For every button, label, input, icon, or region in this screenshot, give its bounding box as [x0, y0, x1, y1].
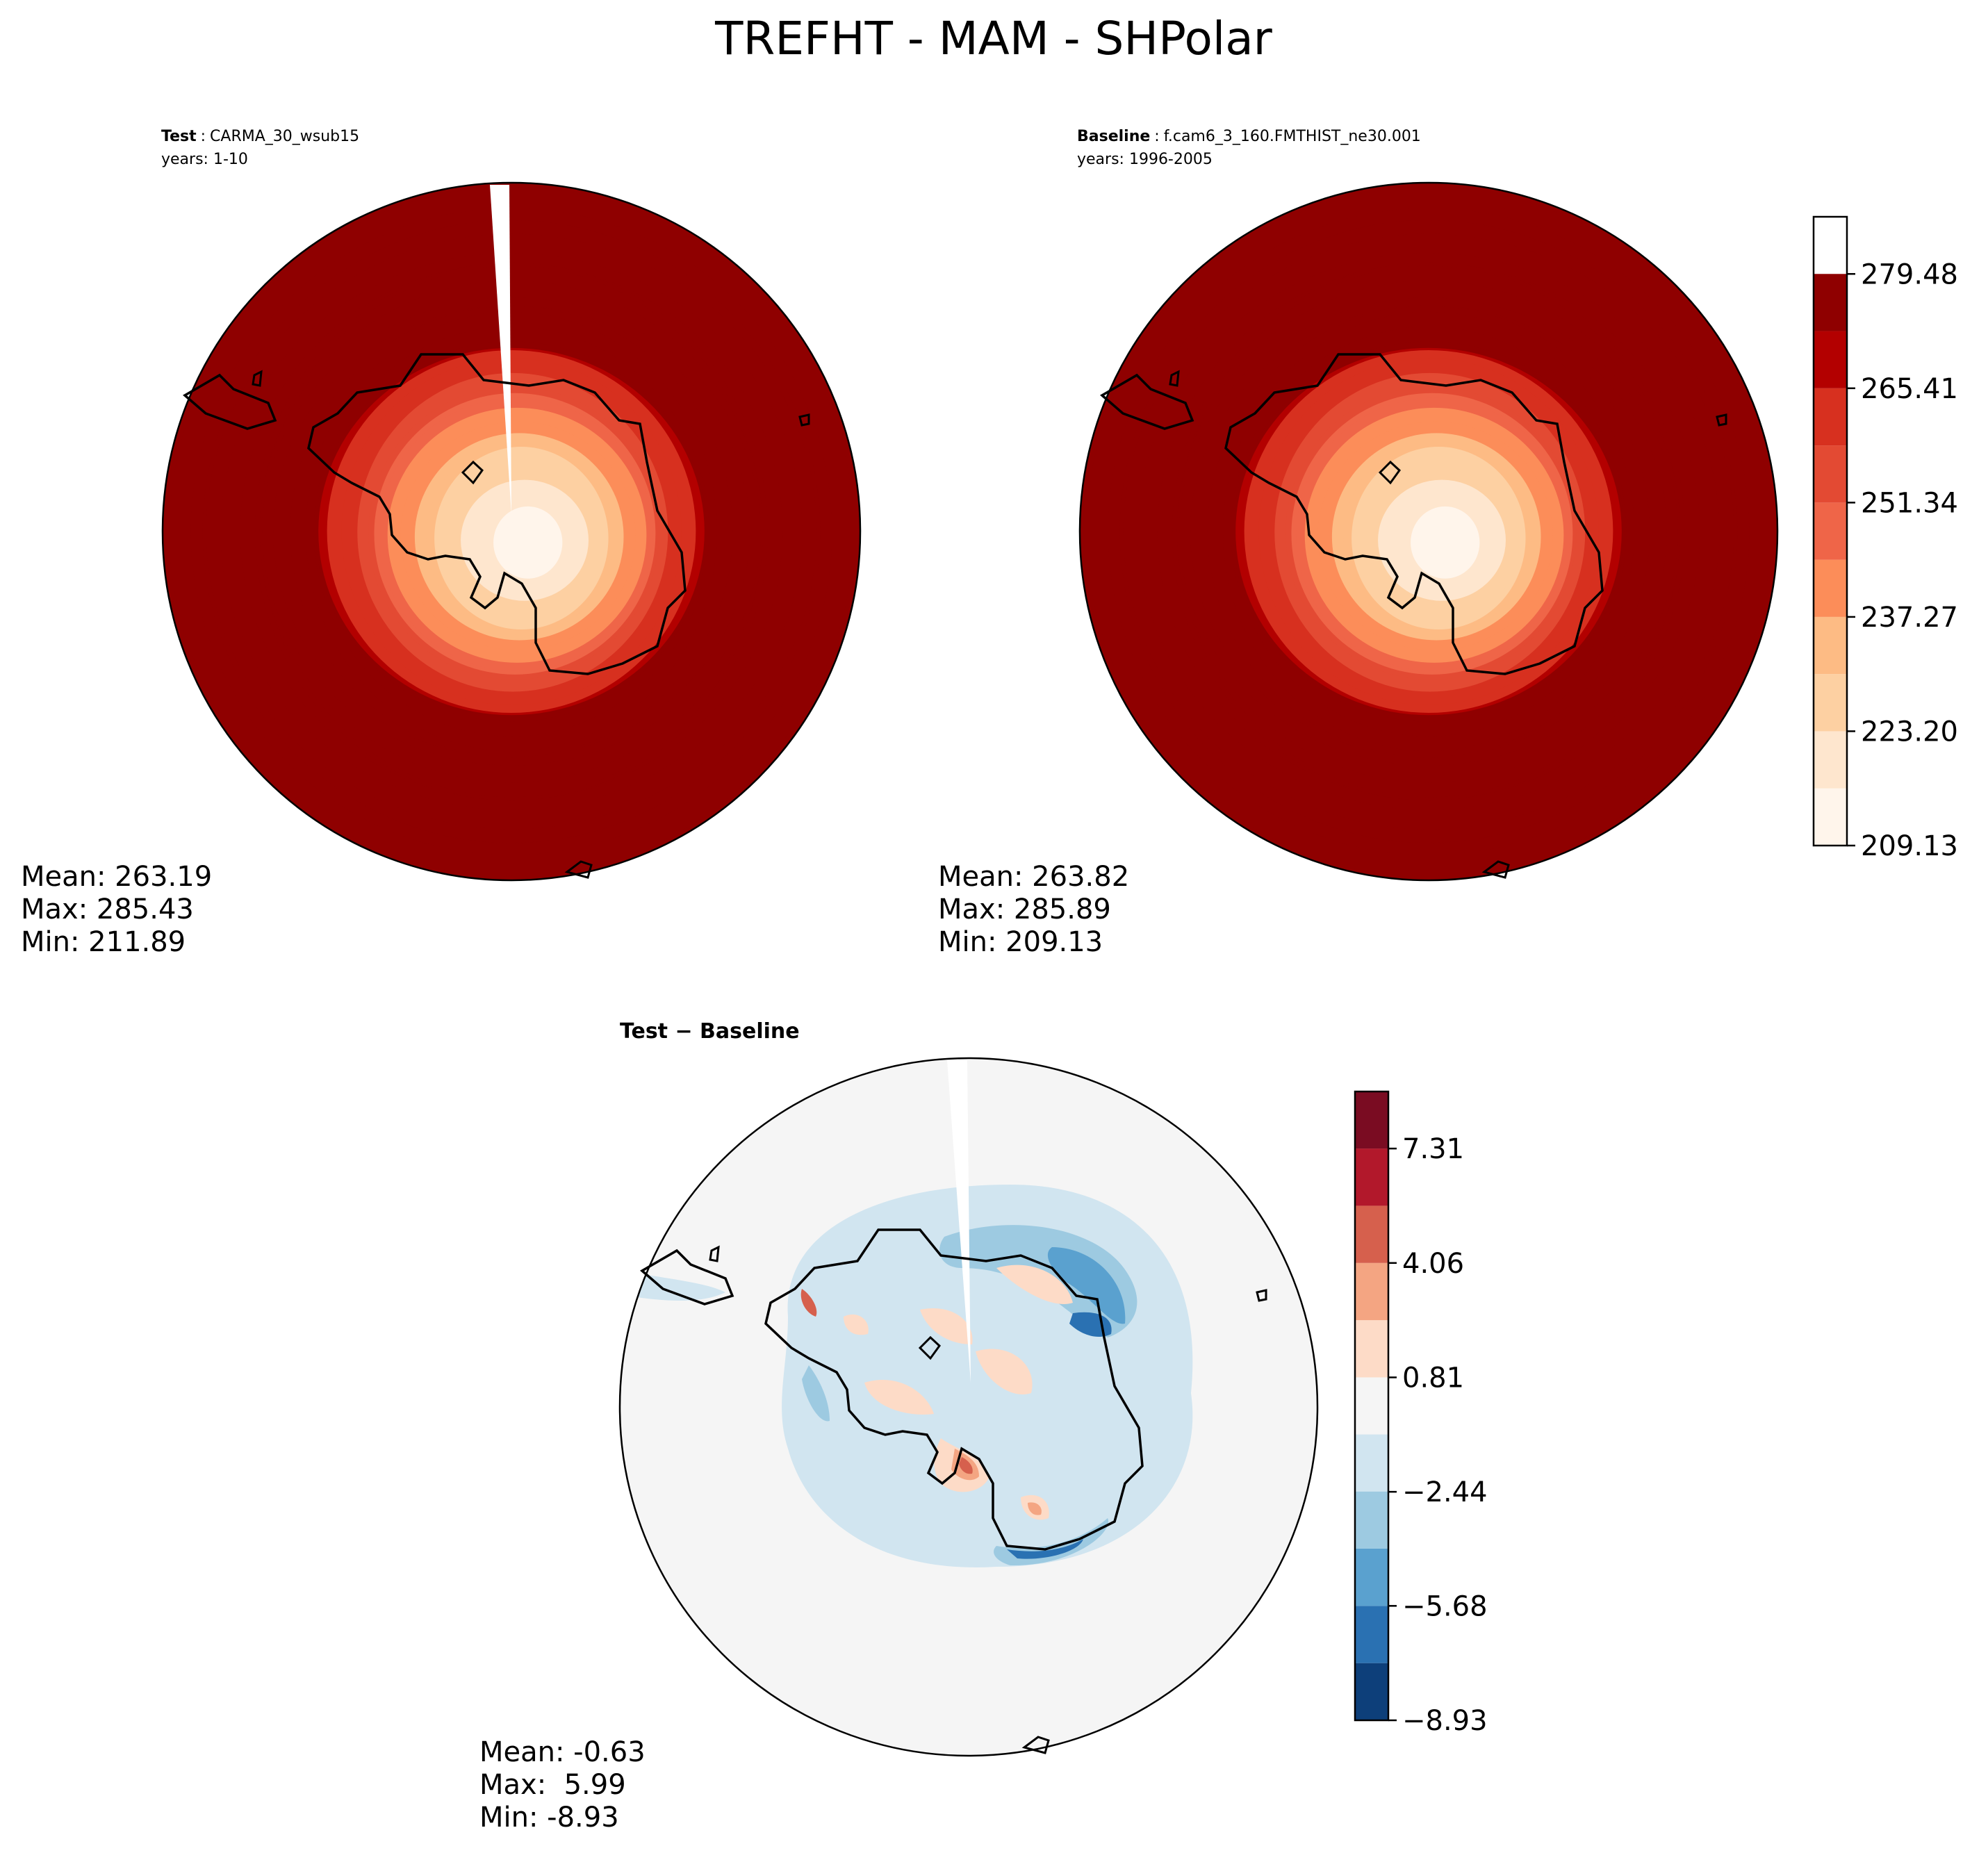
colorbar-segment [1355, 1262, 1388, 1321]
colorbar-segment [1814, 616, 1847, 675]
difference-min: Min: -8.93 [479, 1802, 619, 1834]
colorbar-frame [1812, 215, 1848, 847]
colorbar-segment [1355, 1491, 1388, 1549]
test-mean: Mean: 263.19 [21, 861, 212, 893]
colorbar-segment [1355, 1434, 1388, 1492]
baseline-panel: Baseline: f.cam6_3_160.FMTHIST_ne30.001 y… [938, 128, 1779, 958]
field-band [522, 536, 541, 554]
colorbar-tick-label: 209.13 [1861, 830, 1958, 862]
test-label-sep: : [201, 128, 206, 145]
svg-text:Baseline:f.cam6_3_160.FMTHIST_: Baseline: f.cam6_3_160.FMTHIST_ne30.001 [1077, 128, 1421, 145]
colorbar-segment [1814, 388, 1847, 446]
absolute-colorbar: 209.13 223.20 237.27 251.34 265.41 279.48 [1812, 215, 1958, 862]
test-case-name: CARMA_30_wsub15 [210, 128, 359, 145]
colorbar-tick-label: 7.31 [1402, 1133, 1464, 1165]
colorbar-segment [1814, 559, 1847, 617]
colorbar-tick-label: 265.41 [1861, 373, 1958, 405]
colorbar-tick-label: 251.34 [1861, 487, 1958, 519]
test-label-bold: Test [161, 128, 197, 145]
colorbar-tick-label: 0.81 [1402, 1362, 1464, 1394]
baseline-coastline [1100, 353, 1727, 879]
colorbar-segment [1355, 1606, 1388, 1663]
colorbar-frame [1354, 1090, 1390, 1722]
colorbar-segment [1355, 1377, 1388, 1435]
colorbar-segment [1814, 502, 1847, 560]
test-max: Max: 285.43 [21, 893, 194, 925]
colorbar-tick-label: 223.20 [1861, 716, 1958, 748]
difference-max: Max: 5.99 [479, 1769, 626, 1801]
baseline-years: years: 1996-2005 [1077, 151, 1213, 168]
difference-data-gap [947, 1060, 971, 1383]
difference-colorbar: −8.93 −5.68 −2.44 0.81 4.06 7.31 [1354, 1090, 1488, 1737]
baseline-label-sep: : [1154, 128, 1159, 145]
colorbar-segment [1814, 274, 1847, 331]
colorbar-tick-label: 237.27 [1861, 602, 1958, 634]
test-data-gap [490, 185, 511, 514]
colorbar-segment [1814, 788, 1847, 846]
difference-coastline [640, 1228, 1267, 1754]
test-map-boundary [161, 181, 862, 882]
baseline-case-name: f.cam6_3_160.FMTHIST_ne30.001 [1164, 128, 1421, 145]
difference-anomaly-patches [628, 1185, 1193, 1567]
difference-mean: Mean: -0.63 [479, 1736, 646, 1768]
colorbar-tick-label: −5.68 [1402, 1590, 1488, 1622]
colorbar-tick-label: −2.44 [1402, 1476, 1488, 1508]
colorbar-tick-label: 279.48 [1861, 258, 1958, 290]
test-panel: Test: CARMA_30_wsub15 years: 1-10 Mean: 2… [21, 128, 862, 958]
colorbar-segment [1355, 1092, 1388, 1149]
test-map-field [163, 183, 860, 880]
colorbar-segment [1355, 1663, 1388, 1720]
colorbar-tick-label: −8.93 [1402, 1705, 1488, 1737]
colorbar-segment [1814, 674, 1847, 732]
colorbar-tick-label: 4.06 [1402, 1248, 1464, 1280]
baseline-map-field [1080, 183, 1777, 880]
colorbar-segment [1814, 331, 1847, 388]
test-coastline [183, 353, 810, 879]
baseline-map-boundary [1078, 181, 1779, 882]
difference-map-boundary [618, 1057, 1319, 1757]
baseline-mean: Mean: 263.82 [938, 861, 1129, 893]
baseline-label-bold: Baseline [1077, 128, 1150, 145]
field-band [1439, 536, 1458, 554]
colorbar-segment [1355, 1320, 1388, 1378]
colorbar-segment [1355, 1148, 1388, 1206]
difference-label: Test − Baseline [620, 1019, 800, 1044]
baseline-max: Max: 285.89 [938, 893, 1111, 925]
colorbar-segment [1814, 731, 1847, 789]
figure-title: TREFHT - MAM - SHPolar [714, 12, 1273, 65]
colorbar-segment [1355, 1548, 1388, 1606]
difference-panel: Test − Baseline [479, 1019, 1319, 1834]
colorbar-segment [1814, 445, 1847, 503]
colorbar-segment [1355, 1205, 1388, 1263]
test-min: Min: 211.89 [21, 926, 186, 958]
baseline-min: Min: 209.13 [938, 926, 1103, 958]
test-years: years: 1-10 [161, 151, 248, 168]
svg-text:Test:CARMA_30_wsub15: Test: CARMA_30_wsub15 [161, 128, 359, 145]
